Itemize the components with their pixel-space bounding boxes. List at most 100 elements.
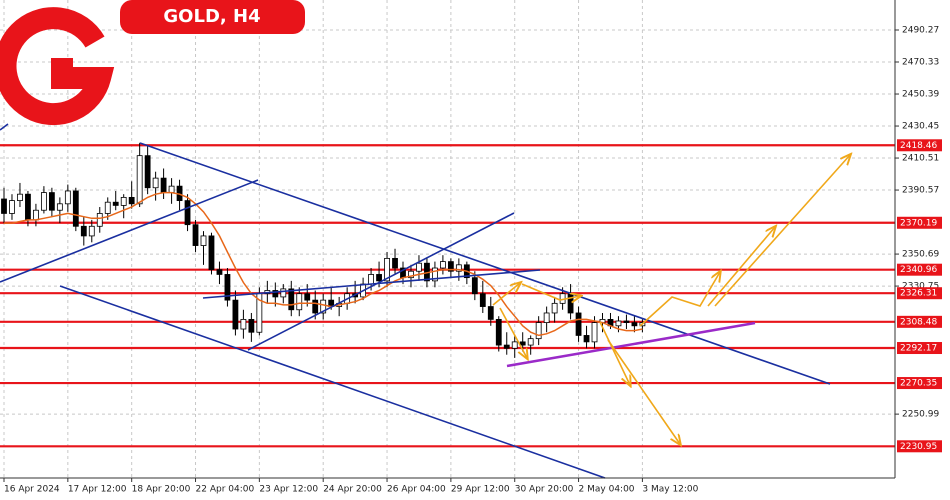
logo-mark	[0, 7, 115, 126]
candle-body	[272, 290, 279, 298]
x-tick-label: 18 Apr 20:00	[132, 485, 191, 495]
trend-line	[59, 285, 606, 479]
candle-body	[527, 338, 534, 346]
candle-body	[200, 235, 207, 246]
trend-line	[0, 123, 9, 131]
grid	[0, 0, 895, 478]
trend-line	[0, 179, 259, 283]
x-tick-label: 29 Apr 12:00	[451, 485, 510, 495]
y-tick-label: 2470.33	[902, 58, 939, 68]
y-tick-label: 2410.51	[902, 154, 939, 164]
level-label-box	[897, 139, 942, 152]
chart-title: GOLD, H4	[163, 6, 260, 27]
moving-average	[4, 191, 643, 337]
candle-body	[320, 299, 327, 314]
candle-body	[368, 274, 374, 285]
level-label-box	[897, 315, 942, 328]
arrow	[714, 155, 850, 307]
candle-body	[312, 299, 319, 314]
y-tick-label: 2330.75	[902, 282, 939, 292]
candle-body	[495, 318, 502, 346]
candle-body	[416, 262, 422, 272]
candle-body	[112, 201, 119, 206]
candle-body	[479, 293, 486, 307]
candle-body	[48, 192, 55, 211]
level-label: 2418.46	[900, 141, 937, 151]
candle-body	[192, 224, 199, 246]
trend-line	[139, 142, 831, 385]
x-tick-label: 23 Apr 12:00	[259, 485, 318, 495]
candle-body	[1, 198, 7, 214]
candle-body	[208, 235, 215, 271]
candle-body	[511, 341, 518, 349]
candle-body	[88, 225, 95, 237]
level-label-box	[897, 287, 942, 300]
candle-body	[288, 288, 295, 311]
level-label-box	[897, 377, 942, 390]
candle-body	[280, 288, 287, 298]
support-line	[506, 321, 756, 368]
candle-body	[9, 200, 15, 214]
arrow	[492, 283, 520, 306]
level-label: 2326.31	[900, 289, 937, 299]
level-label-box	[897, 216, 942, 229]
candle-body	[304, 293, 311, 301]
candle-body	[72, 190, 79, 227]
trend-line	[247, 212, 515, 351]
candle-body	[25, 193, 31, 221]
x-tick-label: 2 May 04:00	[579, 485, 635, 495]
level-label: 2230.95	[900, 442, 937, 452]
candle-body	[136, 155, 143, 205]
candle-body	[232, 299, 239, 330]
candle-body	[432, 267, 438, 282]
candle-body	[33, 209, 39, 221]
candle-body	[248, 318, 255, 333]
candle-body	[224, 274, 231, 301]
candle-body	[543, 312, 550, 324]
candle-body	[575, 312, 582, 336]
candle-body	[376, 274, 382, 282]
level-label-box	[897, 263, 942, 276]
candle-body	[152, 177, 159, 189]
candle-body	[439, 261, 446, 269]
candle-body	[41, 192, 47, 211]
level-label: 2370.19	[900, 218, 937, 228]
candle-body	[615, 320, 622, 327]
y-tick-label: 2390.57	[902, 186, 939, 196]
candle-body	[519, 341, 526, 346]
level-label-box	[897, 440, 942, 453]
candle-body	[296, 293, 303, 311]
arrow	[607, 339, 680, 444]
y-tick-label: 2250.99	[902, 410, 939, 420]
candle-body	[631, 322, 638, 327]
trend-lines	[0, 123, 831, 479]
level-label: 2308.48	[900, 317, 937, 327]
candle-body	[551, 302, 558, 314]
candle-body	[471, 277, 478, 295]
candle-body	[623, 320, 630, 324]
candle-body	[503, 344, 510, 349]
candle-body	[408, 270, 414, 279]
level-label: 2340.96	[900, 265, 937, 275]
candle-body	[104, 201, 111, 214]
level-label: 2270.35	[900, 379, 937, 389]
arrow	[707, 227, 775, 307]
candle-body	[487, 306, 494, 320]
candle-body	[384, 257, 390, 282]
y-tick-label: 2430.45	[902, 122, 939, 132]
candle-body	[455, 264, 462, 272]
level-label: 2292.17	[900, 344, 937, 354]
candle-body	[120, 196, 127, 206]
candle-body	[17, 193, 23, 202]
trend-line	[202, 269, 541, 299]
candle-body	[567, 293, 574, 314]
candle-body	[80, 225, 87, 237]
candle-body	[96, 213, 103, 227]
title-badge	[120, 0, 305, 34]
axis-labels: 2490.27 2470.33 2450.39 2430.45 2410.51 2390.…	[3, 26, 942, 495]
x-tick-label: 3 May 12:00	[642, 485, 698, 495]
y-tick-label: 2490.27	[902, 26, 939, 36]
candle-body	[583, 335, 590, 343]
